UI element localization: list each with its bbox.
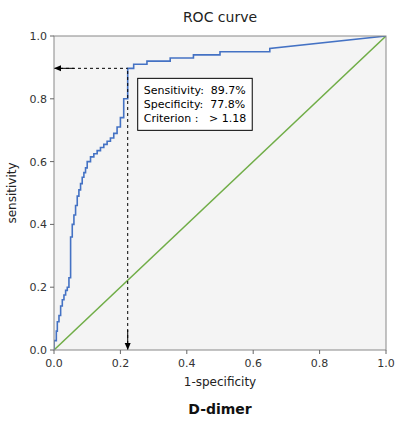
y-tick: [50, 98, 54, 99]
plot-area: [54, 36, 386, 350]
y-tick-label: 0.4: [30, 218, 48, 231]
roc-curve: [54, 36, 386, 350]
x-tick: [386, 350, 387, 354]
chart: 0.0 0.2 0.4 0.6 0.8 1.0 0.0 0.2 0.4 0.6 0.8 1.0 ROC …: [0, 0, 400, 434]
arrow-head: [125, 343, 131, 350]
y-tick-label: 1.0: [30, 30, 48, 43]
guide-line: [127, 68, 128, 350]
annotation-box: [138, 78, 253, 130]
y-tick: [50, 36, 54, 37]
caption: D-dimer: [188, 401, 252, 417]
annotation-text: Criterion : > 1.18: [144, 112, 247, 125]
arrow-shaft: [127, 330, 128, 344]
y-axis-label: sensitivity: [5, 162, 19, 223]
arrow-shaft: [60, 68, 74, 69]
y-tick-label: 0.8: [30, 93, 48, 106]
x-tick-label: 0.4: [178, 357, 196, 370]
annotation-text: Specificity: 77.8%: [144, 98, 246, 111]
y-tick: [50, 350, 54, 351]
x-tick-label: 0.0: [45, 357, 63, 370]
x-tick: [319, 350, 320, 354]
x-tick: [120, 350, 121, 354]
y-tick: [50, 161, 54, 162]
x-tick-label: 0.2: [112, 357, 130, 370]
x-tick-label: 1.0: [377, 357, 395, 370]
x-tick-label: 0.8: [311, 357, 329, 370]
plot-background: [54, 36, 386, 350]
arrow-head: [54, 65, 61, 71]
y-tick-label: 0.2: [30, 281, 48, 294]
reference-line: [54, 36, 386, 350]
y-tick-label: 0.6: [30, 156, 48, 169]
guide-line: [54, 68, 128, 69]
y-tick: [50, 224, 54, 225]
x-tick: [253, 350, 254, 354]
title: ROC curve: [183, 9, 257, 25]
annotation: Sensitivity: 89.7%Specificity: 77.8%Crit…: [138, 78, 253, 130]
x-axis-label: 1-specificity: [184, 375, 256, 389]
y-tick-label: 0.0: [30, 344, 48, 357]
x-tick-label: 0.6: [244, 357, 262, 370]
plot-frame: [54, 36, 386, 350]
y-tick: [50, 287, 54, 288]
x-tick: [54, 350, 55, 354]
x-tick: [186, 350, 187, 354]
annotation-text: Sensitivity: 89.7%: [144, 84, 246, 97]
